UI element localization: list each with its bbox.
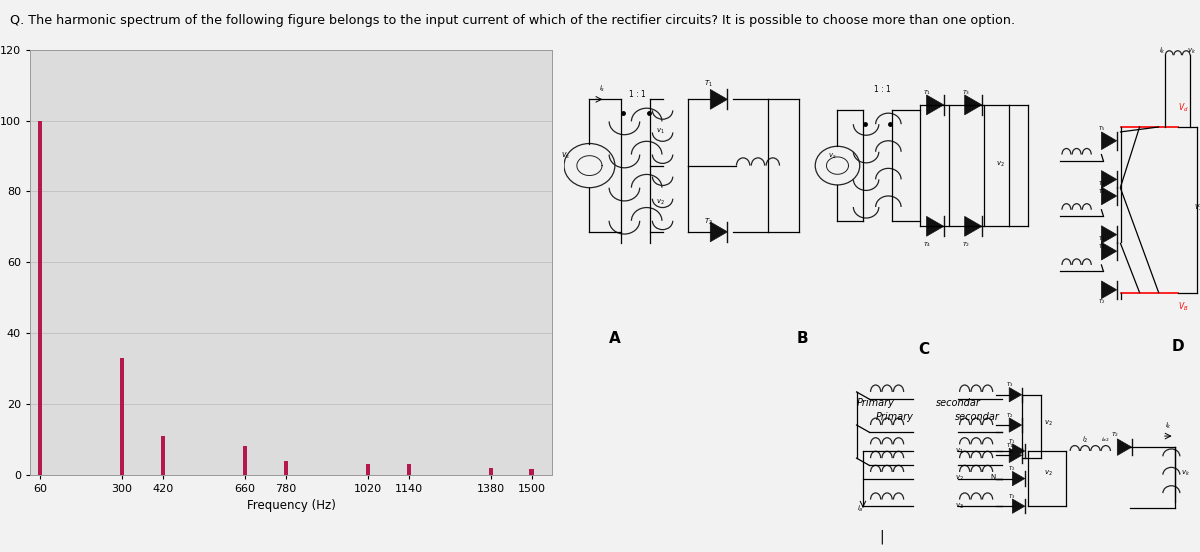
Text: $T_3$: $T_3$	[1006, 380, 1014, 389]
Text: $v_1$: $v_1$	[955, 447, 964, 456]
Text: $T_3$: $T_3$	[1098, 179, 1105, 188]
Text: secondar: secondar	[936, 398, 980, 408]
Text: $i_a$: $i_a$	[857, 503, 863, 514]
Polygon shape	[1102, 281, 1117, 299]
Text: Q. The harmonic spectrum of the following figure belongs to the input current of: Q. The harmonic spectrum of the followin…	[10, 14, 1015, 27]
Polygon shape	[1102, 171, 1117, 188]
Polygon shape	[1102, 187, 1117, 205]
Text: $T_5$: $T_5$	[1098, 124, 1105, 132]
Text: $i_{a2}$: $i_{a2}$	[1102, 436, 1110, 444]
Bar	[120, 358, 124, 475]
Text: $T_1$: $T_1$	[704, 78, 713, 89]
Text: $v_3$: $v_3$	[955, 502, 964, 511]
Polygon shape	[1009, 388, 1021, 402]
Text: $T_4$: $T_4$	[1098, 242, 1106, 251]
Text: $i_2$: $i_2$	[1082, 434, 1088, 445]
Polygon shape	[710, 89, 727, 109]
Text: $T_1$: $T_1$	[1098, 234, 1105, 243]
Text: $T_4$: $T_4$	[923, 240, 931, 248]
Text: $v_2$: $v_2$	[1044, 469, 1052, 478]
Text: |: |	[880, 530, 884, 544]
Polygon shape	[926, 95, 943, 115]
Text: $T_1$: $T_1$	[1006, 441, 1014, 450]
Text: $v_s$: $v_s$	[562, 150, 570, 161]
Text: $v_s$: $v_s$	[828, 151, 836, 161]
Polygon shape	[1013, 444, 1025, 458]
Polygon shape	[1117, 439, 1132, 455]
Text: $i_s$: $i_s$	[599, 84, 605, 94]
Text: $v_2$: $v_2$	[1194, 203, 1200, 213]
Polygon shape	[926, 216, 943, 236]
Text: B: B	[797, 331, 809, 346]
Text: $v_k$: $v_k$	[1181, 469, 1190, 478]
Polygon shape	[710, 222, 727, 242]
Text: $V_d$: $V_d$	[1177, 102, 1188, 114]
Text: $T_3$: $T_3$	[1008, 492, 1015, 501]
Text: $T_2$: $T_2$	[704, 216, 713, 227]
Polygon shape	[1102, 132, 1117, 150]
Polygon shape	[1009, 448, 1021, 463]
Polygon shape	[1102, 226, 1117, 243]
Text: secondar: secondar	[955, 412, 1000, 422]
Text: $i_k$: $i_k$	[1159, 45, 1165, 56]
Bar	[38, 120, 42, 475]
Bar	[488, 468, 493, 475]
Text: $T_2$: $T_2$	[1006, 411, 1014, 420]
Text: $v_2$: $v_2$	[1044, 419, 1052, 428]
Text: $T_1$: $T_1$	[923, 88, 931, 97]
Text: Primary: Primary	[876, 412, 913, 422]
Text: $T_1$: $T_1$	[1008, 437, 1015, 445]
Text: $v_2$: $v_2$	[996, 160, 1006, 169]
Text: D: D	[1171, 339, 1184, 354]
Text: C: C	[918, 342, 929, 357]
Bar	[242, 447, 247, 475]
Text: $T_3$: $T_3$	[961, 88, 970, 97]
Text: A: A	[610, 331, 620, 346]
Text: $T_2$: $T_2$	[1111, 430, 1120, 439]
Text: 1 : 1: 1 : 1	[629, 91, 646, 99]
Polygon shape	[965, 216, 982, 236]
Text: Primary: Primary	[857, 398, 894, 408]
Text: N: N	[990, 474, 995, 480]
Polygon shape	[1009, 418, 1021, 432]
Bar	[529, 469, 534, 475]
Text: $V_B$: $V_B$	[1177, 300, 1188, 312]
Bar	[366, 464, 370, 475]
Bar	[407, 464, 410, 475]
Polygon shape	[1013, 471, 1025, 486]
Text: $T_2$: $T_2$	[961, 240, 970, 248]
Text: 1 : 1: 1 : 1	[874, 85, 890, 94]
Bar	[161, 436, 166, 475]
Bar	[284, 460, 288, 475]
Polygon shape	[1102, 242, 1117, 260]
Text: $T_2$: $T_2$	[1008, 464, 1015, 473]
Text: $v_1$: $v_1$	[656, 126, 665, 136]
X-axis label: Frequency (Hz): Frequency (Hz)	[246, 500, 336, 512]
Polygon shape	[1013, 499, 1025, 513]
Text: $T_6$: $T_6$	[1098, 187, 1105, 196]
Text: $v_k$: $v_k$	[1187, 46, 1196, 56]
Text: $T_2$: $T_2$	[1098, 298, 1105, 306]
Polygon shape	[965, 95, 982, 115]
Text: $i_k$: $i_k$	[1165, 421, 1172, 431]
Text: $v_2$: $v_2$	[656, 198, 665, 208]
Text: $v_2$: $v_2$	[955, 474, 964, 484]
